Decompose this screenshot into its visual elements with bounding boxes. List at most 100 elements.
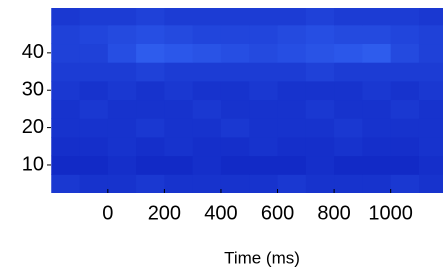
heatmap-cell	[362, 156, 391, 175]
heatmap-cell	[306, 6, 335, 25]
heatmap-cell	[278, 174, 307, 193]
x-tick-label: 600	[261, 202, 294, 224]
heatmap-cell	[419, 62, 443, 81]
heatmap-cell	[306, 118, 335, 137]
heatmap-cell	[136, 100, 165, 119]
heatmap-cell	[334, 6, 363, 25]
heatmap-cell	[221, 174, 250, 193]
heatmap-cell	[249, 118, 278, 137]
heatmap-cell	[136, 44, 165, 63]
heatmap-cell	[193, 81, 222, 100]
heatmap-cell	[51, 81, 80, 100]
heatmap-cell	[51, 6, 80, 25]
heatmap-cell	[164, 100, 193, 119]
heatmap-cell	[334, 25, 363, 44]
heatmap-cell	[221, 81, 250, 100]
heatmap-cell	[80, 100, 109, 119]
heatmap-cell	[108, 81, 137, 100]
heatmap-cell	[136, 156, 165, 175]
heatmap-cell	[278, 137, 307, 156]
heatmap-cell	[164, 6, 193, 25]
heatmap-cell	[306, 100, 335, 119]
heatmap-cell	[278, 44, 307, 63]
heatmap-cell	[108, 137, 137, 156]
heatmap-cell	[391, 62, 420, 81]
heatmap-cell	[51, 25, 80, 44]
heatmap-cell	[362, 44, 391, 63]
heatmap-cell	[108, 156, 137, 175]
heatmap-cell	[80, 137, 109, 156]
heatmap-cell	[249, 6, 278, 25]
heatmap-cell	[164, 62, 193, 81]
heatmap-cell	[164, 25, 193, 44]
heatmap-cell	[51, 118, 80, 137]
heatmap-cell	[334, 137, 363, 156]
heatmap-cell	[391, 156, 420, 175]
heatmap-cell	[136, 81, 165, 100]
heatmap-cell	[278, 25, 307, 44]
heatmap-cell	[221, 156, 250, 175]
heatmap-cell	[419, 44, 443, 63]
heatmap-cell	[51, 44, 80, 63]
heatmap-cell	[362, 137, 391, 156]
heatmap-cell	[108, 62, 137, 81]
heatmap-cell	[419, 100, 443, 119]
heatmap-cell	[80, 81, 109, 100]
heatmap-cell	[391, 44, 420, 63]
heatmap-cell	[221, 6, 250, 25]
x-tick-label: 400	[204, 202, 237, 224]
x-axis-label: Time (ms)	[224, 248, 300, 267]
x-tick-label: 1000	[368, 202, 413, 224]
heatmap-cell	[80, 25, 109, 44]
heatmap-cell	[193, 174, 222, 193]
heatmap-cell	[136, 62, 165, 81]
heatmap-cell	[391, 118, 420, 137]
heatmap-cell	[249, 44, 278, 63]
heatmap-cell	[80, 156, 109, 175]
y-tick-label: 40	[22, 41, 44, 63]
heatmap-cell	[306, 62, 335, 81]
heatmap-cell	[193, 62, 222, 81]
heatmap-cell	[249, 100, 278, 119]
heatmap-cell	[362, 81, 391, 100]
y-tick-label: 20	[22, 116, 44, 138]
heatmap-cell	[193, 137, 222, 156]
heatmap-cell	[164, 137, 193, 156]
heatmap-cell	[419, 137, 443, 156]
heatmap-cell	[108, 174, 137, 193]
heatmap-cell	[391, 81, 420, 100]
heatmap-cell	[391, 25, 420, 44]
heatmap-cell	[164, 118, 193, 137]
heatmap-cell	[278, 156, 307, 175]
heatmap-cell	[334, 174, 363, 193]
y-tick-label: 30	[22, 79, 44, 101]
heatmap-cell	[164, 174, 193, 193]
heatmap-cell	[362, 62, 391, 81]
heatmap-cell	[362, 118, 391, 137]
heatmap-cell	[334, 100, 363, 119]
heatmap-cell	[193, 44, 222, 63]
heatmap-cell	[51, 174, 80, 193]
heatmap-cell	[108, 118, 137, 137]
heatmap-cell	[249, 81, 278, 100]
heatmap-cell	[221, 137, 250, 156]
heatmap-cell	[164, 156, 193, 175]
heatmap-cell	[249, 62, 278, 81]
heatmap-cell	[306, 137, 335, 156]
heatmap-cell	[278, 118, 307, 137]
heatmap-cell	[391, 137, 420, 156]
heatmap-cell	[193, 6, 222, 25]
heatmap-cell	[306, 156, 335, 175]
heatmap-cell	[51, 100, 80, 119]
heatmap-cell	[391, 100, 420, 119]
heatmap-cell	[193, 25, 222, 44]
heatmap-cell	[136, 25, 165, 44]
heatmap-cell	[221, 44, 250, 63]
heatmap-cell	[136, 174, 165, 193]
heatmap-cell	[306, 25, 335, 44]
chart: Time (ms) 0200400600800100010203040	[0, 0, 443, 273]
heatmap-cell	[362, 25, 391, 44]
heatmap-cell	[362, 6, 391, 25]
heatmap-cell	[306, 44, 335, 63]
heatmap-cell	[362, 174, 391, 193]
